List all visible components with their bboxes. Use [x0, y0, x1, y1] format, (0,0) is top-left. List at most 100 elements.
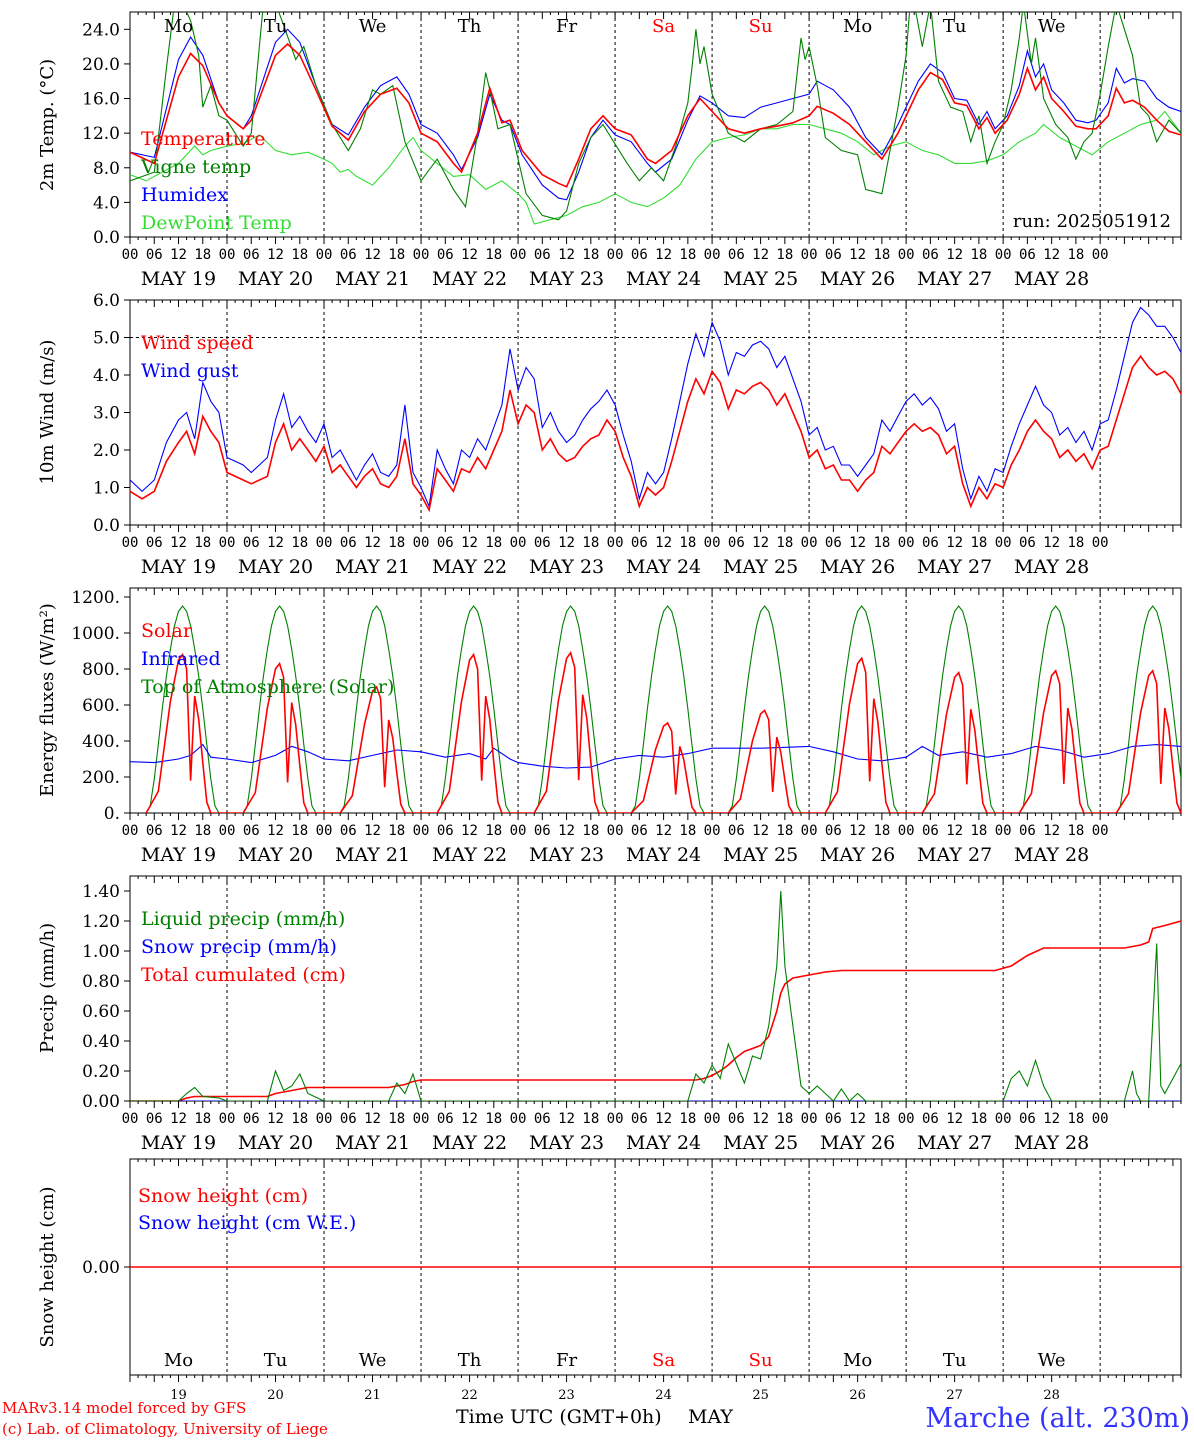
- hour-tick-label: 00: [607, 1111, 624, 1127]
- series-group: [130, 306, 1181, 513]
- hour-tick-label: 00: [898, 247, 915, 263]
- hour-tick-label: 18: [485, 823, 502, 839]
- legend-entry: Total cumulated (cm): [141, 964, 346, 986]
- hour-tick-label: 06: [534, 1111, 551, 1127]
- weekday-label: Su: [749, 1350, 773, 1371]
- hour-tick-label: 06: [437, 1111, 454, 1127]
- date-label: MAY 21: [335, 844, 410, 866]
- legend-entry: Temperature: [141, 128, 265, 150]
- hour-tick-label: 00: [607, 247, 624, 263]
- hour-tick-label: 00: [995, 1111, 1012, 1127]
- legend-entry: Snow precip (mm/h): [141, 936, 337, 958]
- hour-tick-label: 12: [267, 823, 284, 839]
- hour-tick-label: 00: [413, 1111, 430, 1127]
- y-axis-label: Snow height (cm): [37, 1186, 58, 1347]
- hour-tick-label: 06: [534, 823, 551, 839]
- hour-tick-label: 18: [291, 823, 308, 839]
- hour-tick-label: 06: [146, 535, 163, 551]
- date-label: MAY 19: [141, 556, 216, 578]
- credit-line-1: MARv3.14 model forced by GFS: [2, 1399, 246, 1417]
- hour-tick-label: 06: [340, 535, 357, 551]
- hour-tick-label: 12: [364, 823, 381, 839]
- hour-tick-label: 00: [316, 823, 333, 839]
- hour-tick-label: 18: [776, 535, 793, 551]
- y-tick-label: 1000.: [71, 624, 120, 644]
- weekday-label: Mo: [843, 16, 872, 37]
- hour-tick-label: 06: [340, 823, 357, 839]
- hour-tick-label: 06: [1019, 823, 1036, 839]
- date-label: MAY 24: [626, 844, 701, 866]
- hour-tick-label: 00: [122, 535, 139, 551]
- hour-tick-label: 00: [122, 247, 139, 263]
- hour-tick-label: 06: [437, 823, 454, 839]
- hour-tick-label: 12: [267, 535, 284, 551]
- hour-tick-label: 12: [558, 1111, 575, 1127]
- hour-tick-label: 18: [194, 247, 211, 263]
- hour-tick-label: 00: [607, 823, 624, 839]
- day-number: 28: [1043, 1388, 1060, 1403]
- hour-tick-label: 12: [1043, 823, 1060, 839]
- hour-tick-label: 18: [485, 247, 502, 263]
- date-label: MAY 20: [238, 1132, 313, 1154]
- hour-tick-label: 00: [704, 823, 721, 839]
- date-label: MAY 25: [723, 268, 798, 290]
- series-group: [130, 890, 1181, 1101]
- hour-tick-label: 06: [243, 247, 260, 263]
- series-line-dewpoint-temp: [130, 110, 1181, 225]
- hour-tick-label: 06: [728, 823, 745, 839]
- weekday-label: Fr: [556, 16, 577, 37]
- date-label: MAY 20: [238, 556, 313, 578]
- y-tick-label: 4.0: [93, 193, 120, 213]
- date-label: MAY 19: [141, 268, 216, 290]
- y-tick-label: 0.0: [93, 516, 120, 536]
- date-label: MAY 21: [335, 556, 410, 578]
- hour-tick-label: 12: [752, 535, 769, 551]
- hour-tick-label: 06: [922, 247, 939, 263]
- legend-entry: Humidex: [141, 184, 228, 206]
- weekday-label: Mo: [164, 16, 193, 37]
- y-tick-label: 600.: [82, 696, 120, 716]
- month-label: MAY: [688, 1406, 733, 1428]
- date-label: MAY 23: [529, 268, 604, 290]
- hour-tick-label: 18: [679, 535, 696, 551]
- date-label: MAY 26: [820, 1132, 895, 1154]
- y-tick-label: 0.00: [82, 1092, 120, 1112]
- y-tick-label: 8.0: [93, 159, 120, 179]
- day-number: 25: [752, 1388, 769, 1403]
- hour-tick-label: 12: [1043, 535, 1060, 551]
- hour-tick-label: 00: [995, 247, 1012, 263]
- day-number: 27: [946, 1388, 963, 1403]
- legend-entry: Liquid precip (mm/h): [141, 908, 345, 930]
- hour-tick-label: 00: [219, 535, 236, 551]
- hour-tick-label: 00: [413, 247, 430, 263]
- hour-tick-label: 12: [655, 1111, 672, 1127]
- hour-tick-label: 00: [510, 1111, 527, 1127]
- meteogram-layer: 0.0 4.0 8.0 12.0 16.0 20.0 24.0 2m Temp. (°C) Te…: [37, 11, 1182, 1403]
- y-tick-label: 5.0: [93, 329, 120, 349]
- hour-tick-label: 12: [461, 1111, 478, 1127]
- hour-tick-label: 00: [898, 1111, 915, 1127]
- hour-tick-label: 18: [582, 535, 599, 551]
- hour-tick-label: 12: [267, 247, 284, 263]
- y-tick-label: 24.0: [82, 20, 120, 40]
- hour-tick-label: 18: [1067, 535, 1084, 551]
- weekday-label: Th: [458, 16, 482, 37]
- hour-tick-label: 12: [946, 1111, 963, 1127]
- hour-tick-label: 00: [510, 823, 527, 839]
- hour-tick-label: 06: [728, 535, 745, 551]
- hour-tick-label: 12: [752, 1111, 769, 1127]
- hour-tick-label: 18: [291, 247, 308, 263]
- weekday-label: We: [359, 1350, 387, 1371]
- hour-tick-label: 18: [388, 823, 405, 839]
- hour-tick-label: 18: [485, 1111, 502, 1127]
- day-number: 22: [461, 1388, 478, 1403]
- hour-tick-label: 06: [534, 535, 551, 551]
- day-number: 26: [849, 1388, 866, 1403]
- date-label: MAY 19: [141, 844, 216, 866]
- y-tick-label: 200.: [82, 768, 120, 788]
- hour-tick-label: 00: [898, 535, 915, 551]
- hour-tick-label: 00: [1092, 823, 1109, 839]
- y-tick-label: 1200.: [71, 588, 120, 608]
- y-tick-label: 6.0: [93, 291, 120, 311]
- hour-tick-label: 18: [194, 1111, 211, 1127]
